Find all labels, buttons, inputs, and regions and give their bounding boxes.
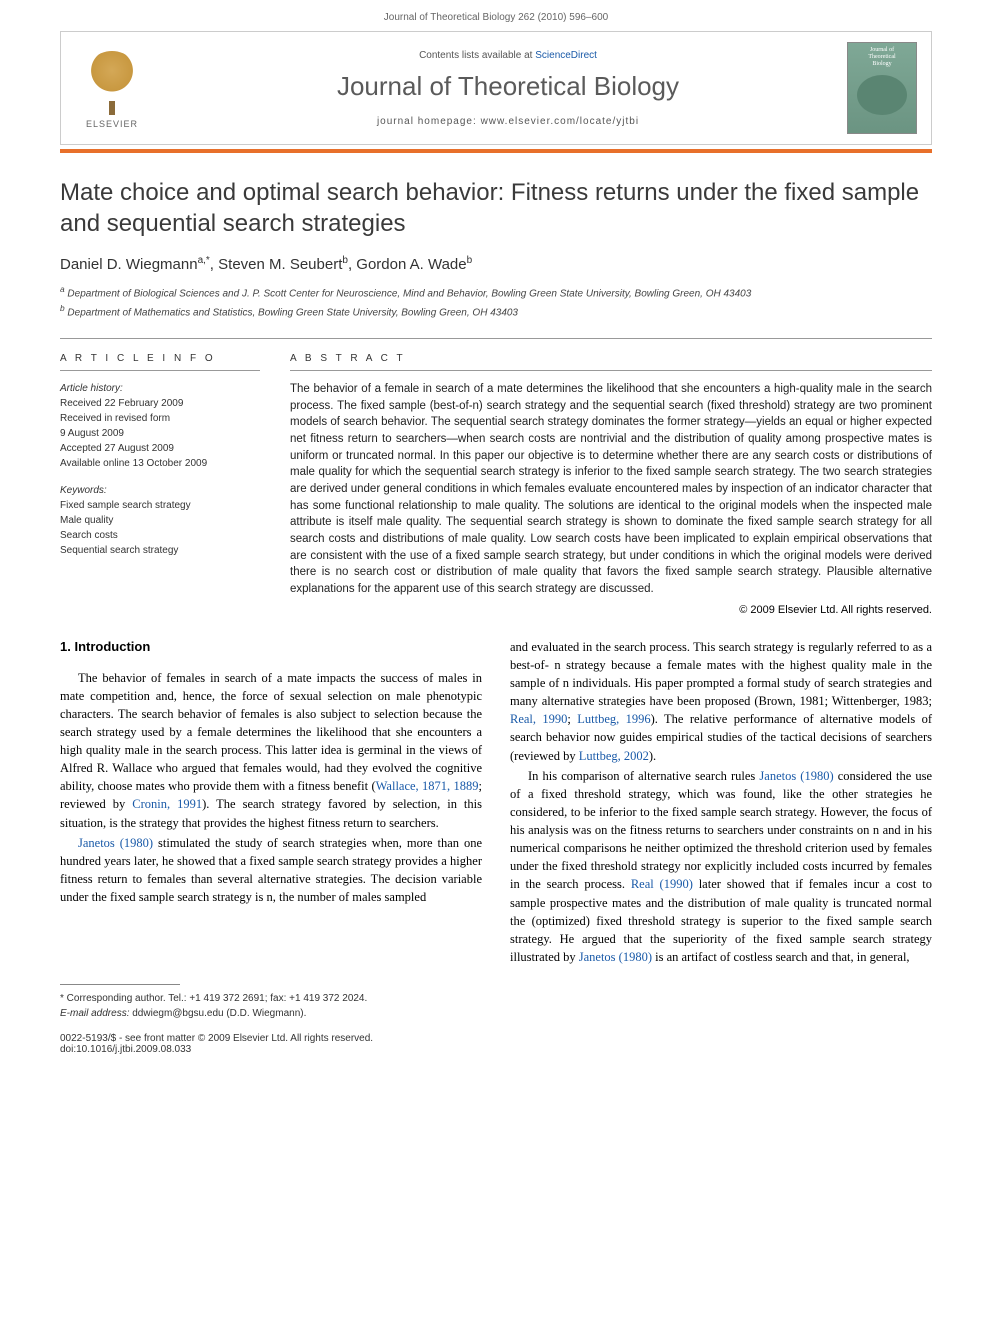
affiliation-b: Department of Mathematics and Statistics… bbox=[67, 307, 518, 318]
author-1-sup: a,* bbox=[198, 255, 210, 266]
intro-para-2-cont: and evaluated in the search process. Thi… bbox=[510, 638, 932, 765]
p2c-text-b: ; bbox=[567, 712, 577, 726]
ref-cronin[interactable]: Cronin, 1991 bbox=[132, 797, 202, 811]
authors-line: Daniel D. Wiegmanna,*, Steven M. Seubert… bbox=[60, 255, 932, 273]
affiliations: a Department of Biological Sciences and … bbox=[60, 283, 932, 320]
p2c-text-a: and evaluated in the search process. Thi… bbox=[510, 640, 932, 708]
p1-text-a: The behavior of females in search of a m… bbox=[60, 671, 482, 794]
intro-para-2: Janetos (1980) stimulated the study of s… bbox=[60, 834, 482, 907]
section-heading-intro: 1. Introduction bbox=[60, 638, 482, 657]
doi-line: doi:10.1016/j.jtbi.2009.08.033 bbox=[60, 1044, 373, 1055]
ref-janetos-3[interactable]: Janetos (1980) bbox=[579, 950, 652, 964]
info-abstract-row: A R T I C L E I N F O Article history: R… bbox=[60, 338, 932, 616]
body-columns: 1. Introduction The behavior of females … bbox=[60, 638, 932, 968]
journal-name: Journal of Theoretical Biology bbox=[169, 71, 847, 102]
revised-date: 9 August 2009 bbox=[60, 426, 260, 441]
history-label: Article history: bbox=[60, 381, 260, 396]
author-2: Steven M. Seubert bbox=[218, 256, 342, 273]
received-date: Received 22 February 2009 bbox=[60, 396, 260, 411]
homepage-url[interactable]: www.elsevier.com/locate/yjtbi bbox=[481, 116, 640, 127]
abstract-column: A B S T R A C T The behavior of a female… bbox=[290, 353, 932, 616]
elsevier-logo: ELSEVIER bbox=[75, 47, 149, 129]
cover-line3: Biology bbox=[872, 61, 891, 67]
sciencedirect-link[interactable]: ScienceDirect bbox=[535, 50, 597, 61]
journal-cover-thumbnail: Journal of Theoretical Biology bbox=[847, 42, 917, 134]
cover-line1: Journal of bbox=[870, 47, 894, 53]
banner-center: Contents lists available at ScienceDirec… bbox=[169, 50, 847, 127]
homepage-prefix: journal homepage: bbox=[377, 116, 481, 127]
intro-para-1: The behavior of females in search of a m… bbox=[60, 669, 482, 832]
footer-row: 0022-5193/$ - see front matter © 2009 El… bbox=[60, 1033, 932, 1055]
keywords-label: Keywords: bbox=[60, 483, 260, 498]
ref-real-1[interactable]: Real, 1990 bbox=[510, 712, 567, 726]
author-2-sup: b bbox=[342, 255, 348, 266]
body-column-left: 1. Introduction The behavior of females … bbox=[60, 638, 482, 968]
cover-line2: Theoretical bbox=[868, 54, 895, 60]
p3-text-b: considered the use of a fixed threshold … bbox=[510, 769, 932, 892]
journal-banner: ELSEVIER Contents lists available at Sci… bbox=[60, 31, 932, 145]
article-title: Mate choice and optimal search behavior:… bbox=[60, 177, 932, 239]
homepage-line: journal homepage: www.elsevier.com/locat… bbox=[169, 116, 847, 127]
abstract-heading: A B S T R A C T bbox=[290, 353, 932, 371]
email-address[interactable]: ddwiegm@bgsu.edu (D.D. Wiegmann). bbox=[132, 1008, 306, 1019]
online-date: Available online 13 October 2009 bbox=[60, 456, 260, 471]
corresponding-author: * Corresponding author. Tel.: +1 419 372… bbox=[60, 991, 932, 1006]
article-history-block: Article history: Received 22 February 20… bbox=[60, 381, 260, 471]
author-3: Gordon A. Wade bbox=[356, 256, 466, 273]
keywords-block: Keywords: Fixed sample search strategy M… bbox=[60, 483, 260, 558]
ref-janetos-1[interactable]: Janetos (1980) bbox=[78, 836, 153, 850]
ref-luttbeg-1[interactable]: Luttbeg, 1996 bbox=[577, 712, 650, 726]
running-head: Journal of Theoretical Biology 262 (2010… bbox=[0, 0, 992, 31]
ref-janetos-2[interactable]: Janetos (1980) bbox=[759, 769, 833, 783]
ref-wallace[interactable]: Wallace, 1871, 1889 bbox=[376, 779, 479, 793]
keyword-1: Fixed sample search strategy bbox=[60, 498, 260, 513]
footnote-separator bbox=[60, 984, 180, 985]
revised-label: Received in revised form bbox=[60, 411, 260, 426]
contents-available-line: Contents lists available at ScienceDirec… bbox=[169, 50, 847, 61]
publisher-name: ELSEVIER bbox=[86, 119, 138, 129]
contents-prefix: Contents lists available at bbox=[419, 50, 535, 61]
issn-line: 0022-5193/$ - see front matter © 2009 El… bbox=[60, 1033, 373, 1044]
p2c-text-d: ). bbox=[649, 749, 656, 763]
ref-real-2[interactable]: Real (1990) bbox=[631, 877, 693, 891]
intro-para-3: In his comparison of alternative search … bbox=[510, 767, 932, 966]
elsevier-tree-icon bbox=[84, 51, 140, 107]
affiliation-a: Department of Biological Sciences and J.… bbox=[67, 289, 751, 300]
email-line: E-mail address: ddwiegm@bgsu.edu (D.D. W… bbox=[60, 1006, 932, 1021]
cover-image-icon bbox=[857, 75, 907, 115]
keyword-3: Search costs bbox=[60, 528, 260, 543]
footnotes: * Corresponding author. Tel.: +1 419 372… bbox=[60, 991, 932, 1021]
p3-text-d: is an artifact of costless search and th… bbox=[652, 950, 910, 964]
cover-title: Journal of Theoretical Biology bbox=[868, 47, 895, 69]
article-info-heading: A R T I C L E I N F O bbox=[60, 353, 260, 371]
abstract-copyright: © 2009 Elsevier Ltd. All rights reserved… bbox=[290, 604, 932, 616]
ref-luttbeg-2[interactable]: Luttbeg, 2002 bbox=[579, 749, 649, 763]
author-3-sup: b bbox=[467, 255, 473, 266]
keyword-4: Sequential search strategy bbox=[60, 543, 260, 558]
footer-left: 0022-5193/$ - see front matter © 2009 El… bbox=[60, 1033, 373, 1055]
keyword-2: Male quality bbox=[60, 513, 260, 528]
email-label: E-mail address: bbox=[60, 1008, 129, 1019]
p3-text-a: In his comparison of alternative search … bbox=[528, 769, 759, 783]
accent-bar bbox=[60, 149, 932, 153]
author-1: Daniel D. Wiegmann bbox=[60, 256, 198, 273]
abstract-text: The behavior of a female in search of a … bbox=[290, 381, 932, 598]
article-info-column: A R T I C L E I N F O Article history: R… bbox=[60, 353, 260, 616]
body-column-right: and evaluated in the search process. Thi… bbox=[510, 638, 932, 968]
accepted-date: Accepted 27 August 2009 bbox=[60, 441, 260, 456]
